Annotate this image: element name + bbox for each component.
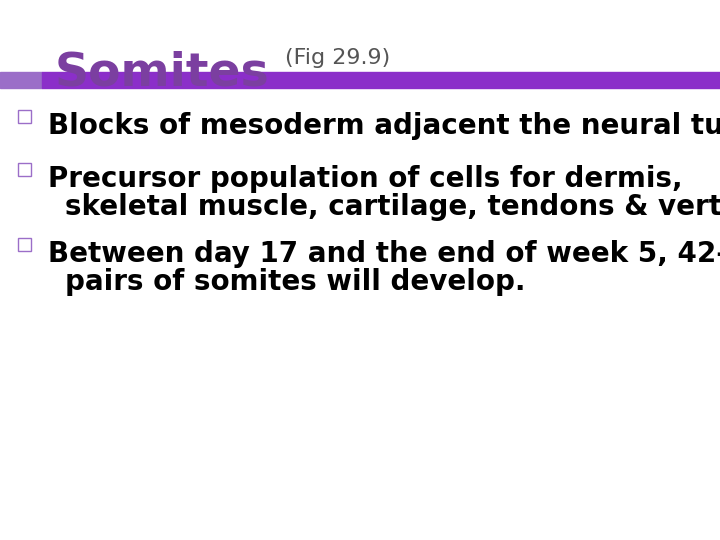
Bar: [0, 72, 42, 88]
Text: (Fig 29.9): (Fig 29.9): [285, 48, 390, 68]
Text: Blocks of mesoderm adjacent the neural tube.: Blocks of mesoderm adjacent the neural t…: [48, 112, 720, 140]
Text: skeletal muscle, cartilage, tendons & vertebrae.: skeletal muscle, cartilage, tendons & ve…: [65, 193, 720, 221]
Bar: [18, 163, 31, 176]
Text: Somites: Somites: [55, 50, 270, 95]
Bar: [18, 238, 31, 251]
Bar: [42, 72, 720, 88]
Bar: [18, 110, 31, 123]
Text: Precursor population of cells for dermis,: Precursor population of cells for dermis…: [48, 165, 683, 193]
Text: Between day 17 and the end of week 5, 42-44: Between day 17 and the end of week 5, 42…: [48, 240, 720, 268]
Text: pairs of somites will develop.: pairs of somites will develop.: [65, 268, 526, 296]
